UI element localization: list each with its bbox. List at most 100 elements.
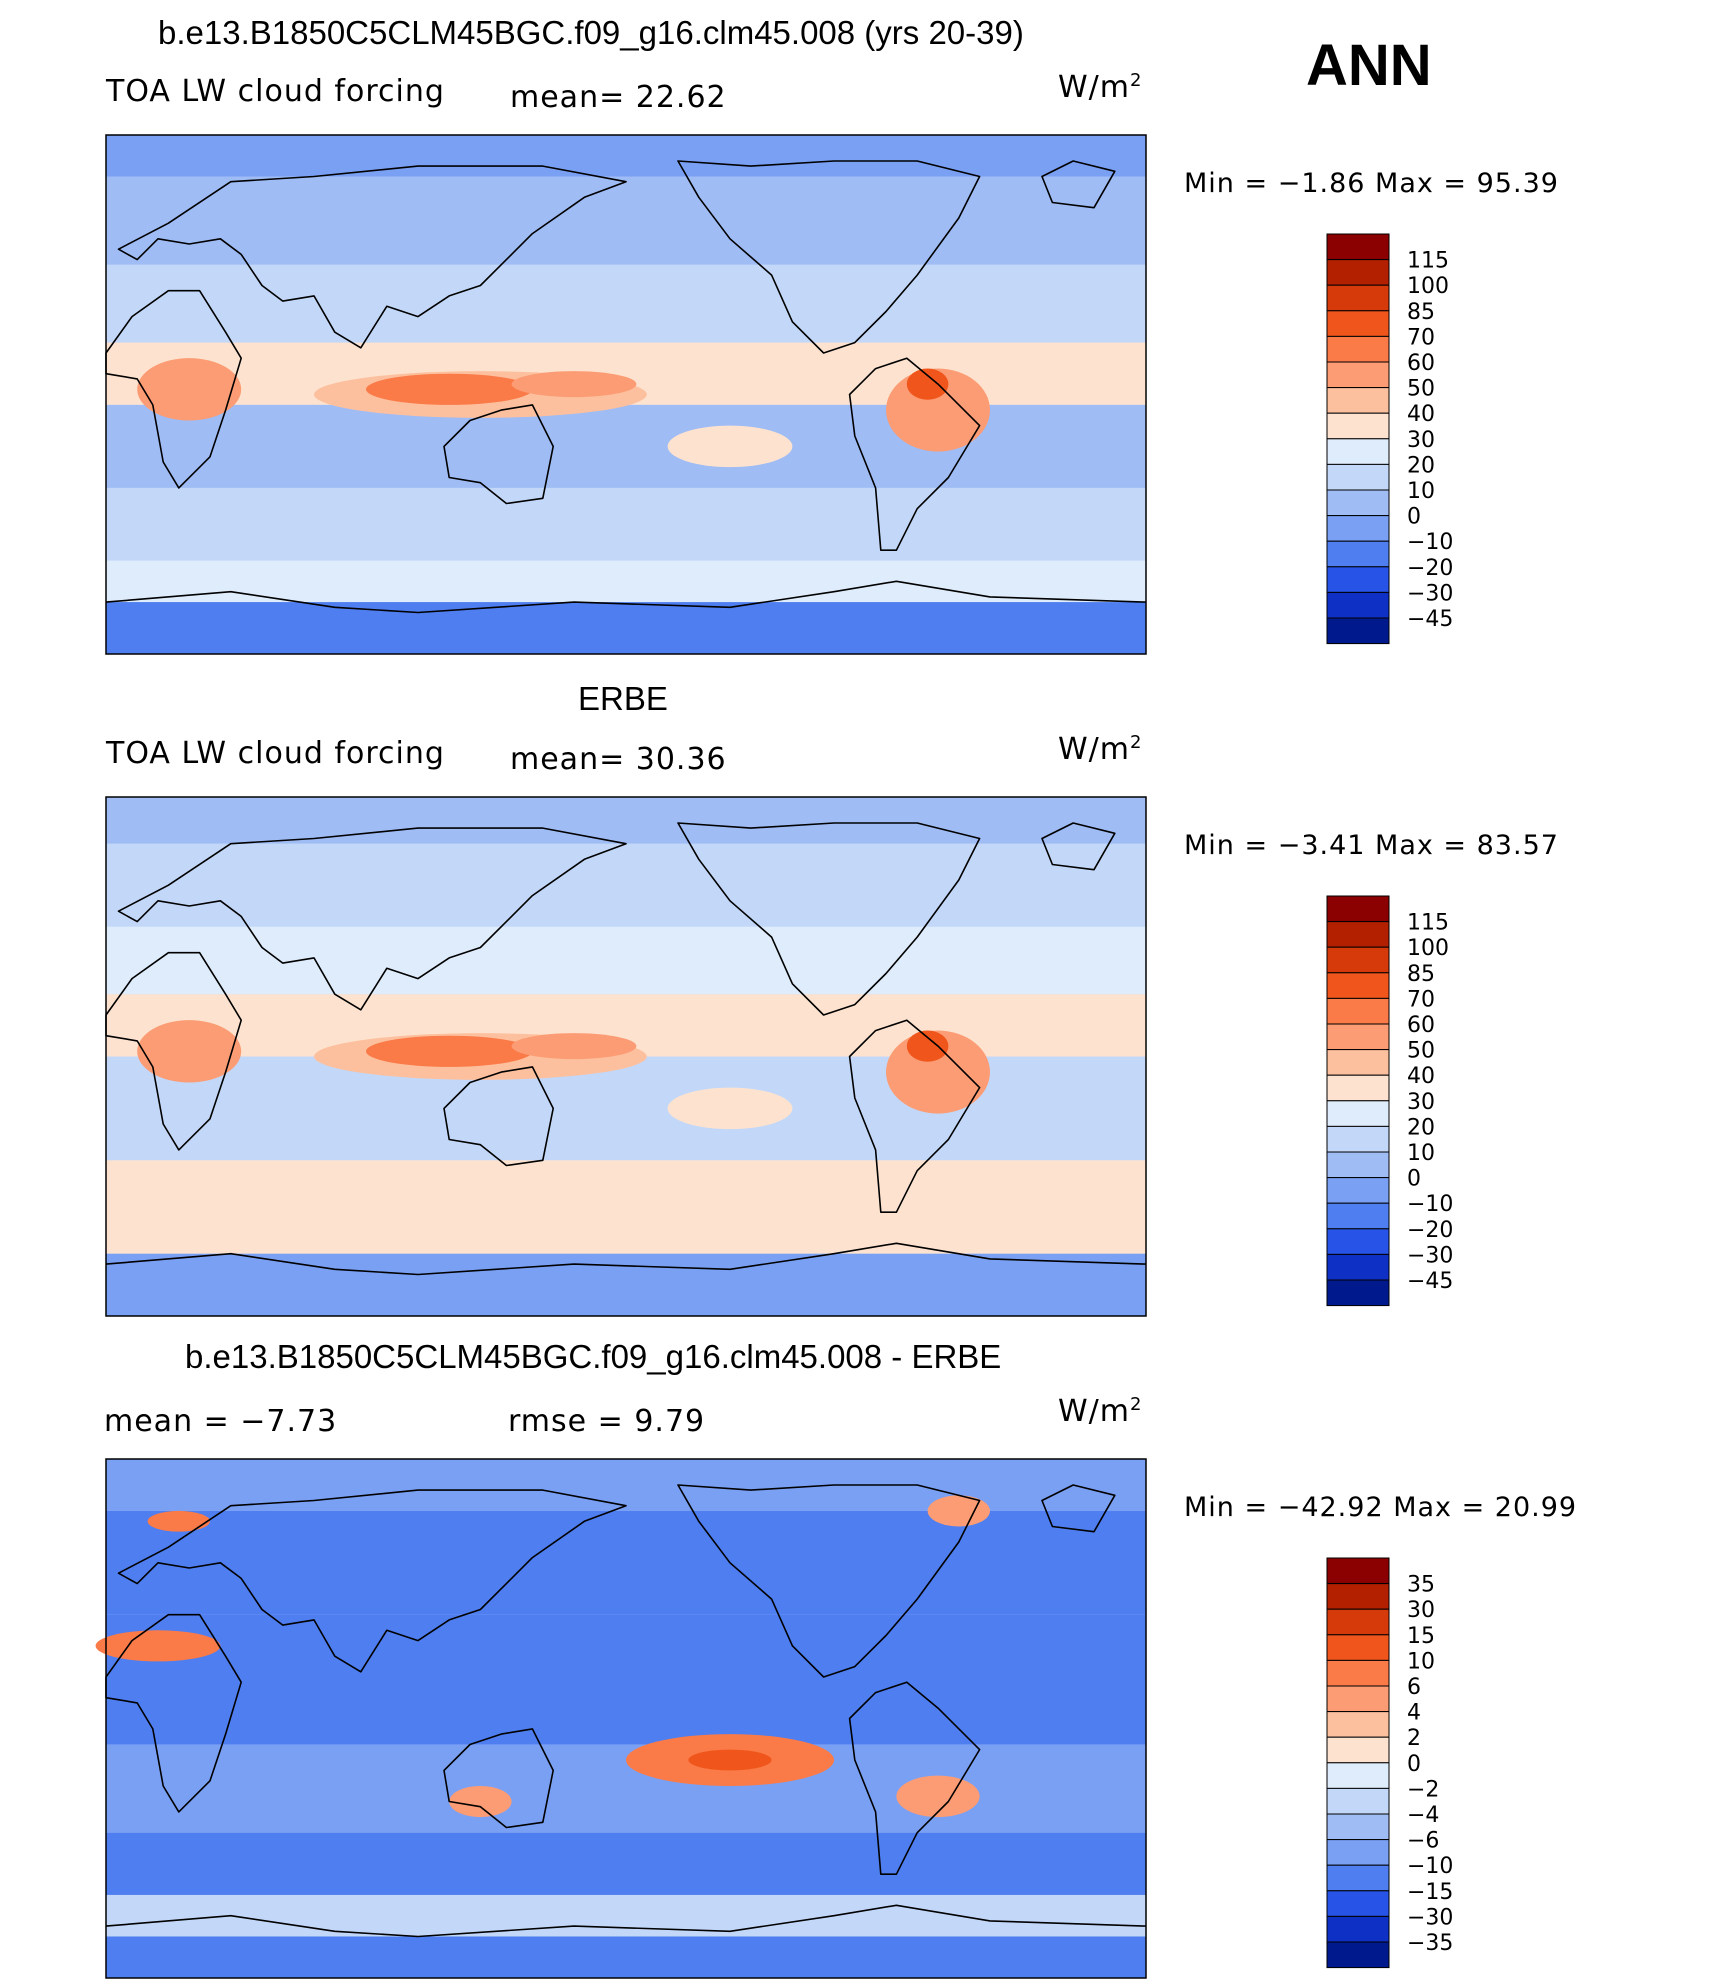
colorbar-swatch [1326, 1839, 1390, 1866]
colorbar-swatch [1326, 1890, 1390, 1917]
panel3-units: W/m2 [1058, 1394, 1143, 1429]
colorbar-tick-label: −30 [1407, 1243, 1453, 1268]
colorbar-swatch [1326, 1787, 1390, 1815]
panel3-rmse: rmse = 9.79 [508, 1404, 706, 1439]
colorbar-swatch [1326, 895, 1390, 923]
colorbar-swatch [1326, 1023, 1390, 1051]
colorbar-tick-label: −10 [1407, 1854, 1453, 1879]
colorbar-tick-label: 2 [1407, 1726, 1421, 1751]
panel1-minmax: Min = −1.86 Max = 95.39 [1184, 168, 1559, 199]
panel2-minmax: Min = −3.41 Max = 83.57 [1184, 830, 1559, 861]
panel3-mean: mean = −7.73 [104, 1404, 338, 1439]
colorbar-swatch [1326, 335, 1390, 363]
colorbar-tick-label: 100 [1407, 274, 1449, 299]
colorbar-swatch [1326, 1557, 1390, 1585]
colorbar-tick-label: 30 [1407, 428, 1435, 453]
panel1-title: b.e13.B1850C5CLM45BGC.f09_g16.clm45.008 … [158, 14, 1024, 51]
colorbar-swatch [1326, 1634, 1390, 1661]
panel2-mean: mean= 30.36 [510, 742, 727, 777]
colorbar-tick-label: 10 [1407, 1649, 1435, 1674]
colorbar-tick-label: 0 [1407, 505, 1421, 530]
panel3-minmax: Min = −42.92 Max = 20.99 [1184, 1492, 1578, 1523]
colorbar-tick-label: −15 [1407, 1880, 1453, 1905]
colorbar-tick-label: −10 [1407, 1192, 1453, 1217]
colorbar-swatch [1326, 1864, 1390, 1892]
colorbar-swatch [1326, 284, 1390, 312]
colorbar-tick-label: 6 [1407, 1675, 1421, 1700]
colorbar-tick-label: −45 [1407, 1269, 1453, 1294]
colorbar-swatch [1326, 1151, 1390, 1179]
colorbar-swatch [1326, 489, 1390, 517]
colorbar-tick-label: 115 [1407, 911, 1449, 936]
colorbar-tick-label: 70 [1407, 325, 1435, 350]
colorbar-swatch [1326, 1762, 1390, 1789]
colorbar-tick-label: −35 [1407, 1931, 1453, 1956]
colorbar-swatch [1326, 438, 1390, 465]
colorbar-swatch [1326, 259, 1390, 286]
colorbar-tick-label: 70 [1407, 987, 1435, 1012]
colorbar-swatch [1326, 1074, 1390, 1102]
colorbar-tick-label: 15 [1407, 1624, 1435, 1649]
colorbar-swatch [1326, 515, 1390, 542]
colorbar-swatch [1326, 1202, 1390, 1230]
colorbar-tick-label: −30 [1407, 1905, 1453, 1930]
panel1-mean: mean= 22.62 [510, 80, 727, 115]
colorbar-tick-label: −6 [1407, 1829, 1439, 1854]
colorbar-swatch [1326, 463, 1390, 491]
colorbar-swatch [1326, 1177, 1390, 1204]
colorbar-swatch [1326, 412, 1390, 440]
colorbar-swatch [1326, 1711, 1390, 1738]
colorbar-tick-label: 35 [1407, 1573, 1435, 1598]
colorbar-swatch [1326, 946, 1390, 974]
panel2-title: ERBE [578, 680, 668, 717]
colorbar-swatch [1326, 997, 1390, 1025]
panel2-units: W/m2 [1058, 732, 1143, 767]
colorbar-swatch [1326, 1813, 1390, 1841]
colorbar-swatch [1326, 972, 1390, 999]
panel1-variable: TOA LW cloud forcing [106, 74, 445, 109]
panel3-title: b.e13.B1850C5CLM45BGC.f09_g16.clm45.008 … [185, 1338, 1002, 1375]
colorbar-swatch [1326, 1583, 1390, 1610]
colorbar-tick-label: −30 [1407, 581, 1453, 606]
colorbar-tick-label: −45 [1407, 607, 1453, 632]
colorbar-tick-label: 30 [1407, 1598, 1435, 1623]
colorbar-tick-label: 100 [1407, 936, 1449, 961]
colorbar-tick-label: −20 [1407, 1218, 1453, 1243]
colorbar-swatch [1326, 310, 1390, 337]
colorbar-swatch [1326, 1915, 1390, 1943]
panel2-variable: TOA LW cloud forcing [106, 736, 445, 771]
colorbar-tick-label: 50 [1407, 1039, 1435, 1064]
season-label: ANN [1306, 33, 1432, 98]
colorbar-tick-label: −10 [1407, 530, 1453, 555]
colorbar-swatch [1326, 591, 1390, 619]
colorbar-tick-label: 85 [1407, 962, 1435, 987]
colorbar-tick-label: 4 [1407, 1701, 1421, 1726]
colorbar-tick-label: 0 [1407, 1167, 1421, 1192]
colorbar-swatch [1326, 1125, 1390, 1153]
panel3-map [95, 1458, 1147, 1979]
colorbar-swatch [1326, 1941, 1390, 1969]
colorbar-tick-label: 30 [1407, 1090, 1435, 1115]
colorbar-swatch [1326, 1659, 1390, 1687]
colorbar-tick-label: 40 [1407, 402, 1435, 427]
colorbar-tick-label: 10 [1407, 1141, 1435, 1166]
colorbar-swatch [1326, 361, 1390, 389]
colorbar-tick-label: 115 [1407, 249, 1449, 274]
colorbar-swatch [1326, 1279, 1390, 1307]
colorbar-tick-label: −2 [1407, 1777, 1439, 1802]
colorbar-swatch [1326, 921, 1390, 948]
colorbar-swatch [1326, 617, 1390, 645]
colorbar-swatch [1326, 1228, 1390, 1255]
colorbar-tick-label: 60 [1407, 1013, 1435, 1038]
colorbar-tick-label: 85 [1407, 300, 1435, 325]
panel1-units: W/m2 [1058, 70, 1143, 105]
panel2-map [105, 796, 1147, 1317]
colorbar-tick-label: 40 [1407, 1064, 1435, 1089]
colorbar-swatch [1326, 1736, 1390, 1764]
colorbar-swatch [1326, 566, 1390, 593]
colorbar-tick-label: −20 [1407, 556, 1453, 581]
